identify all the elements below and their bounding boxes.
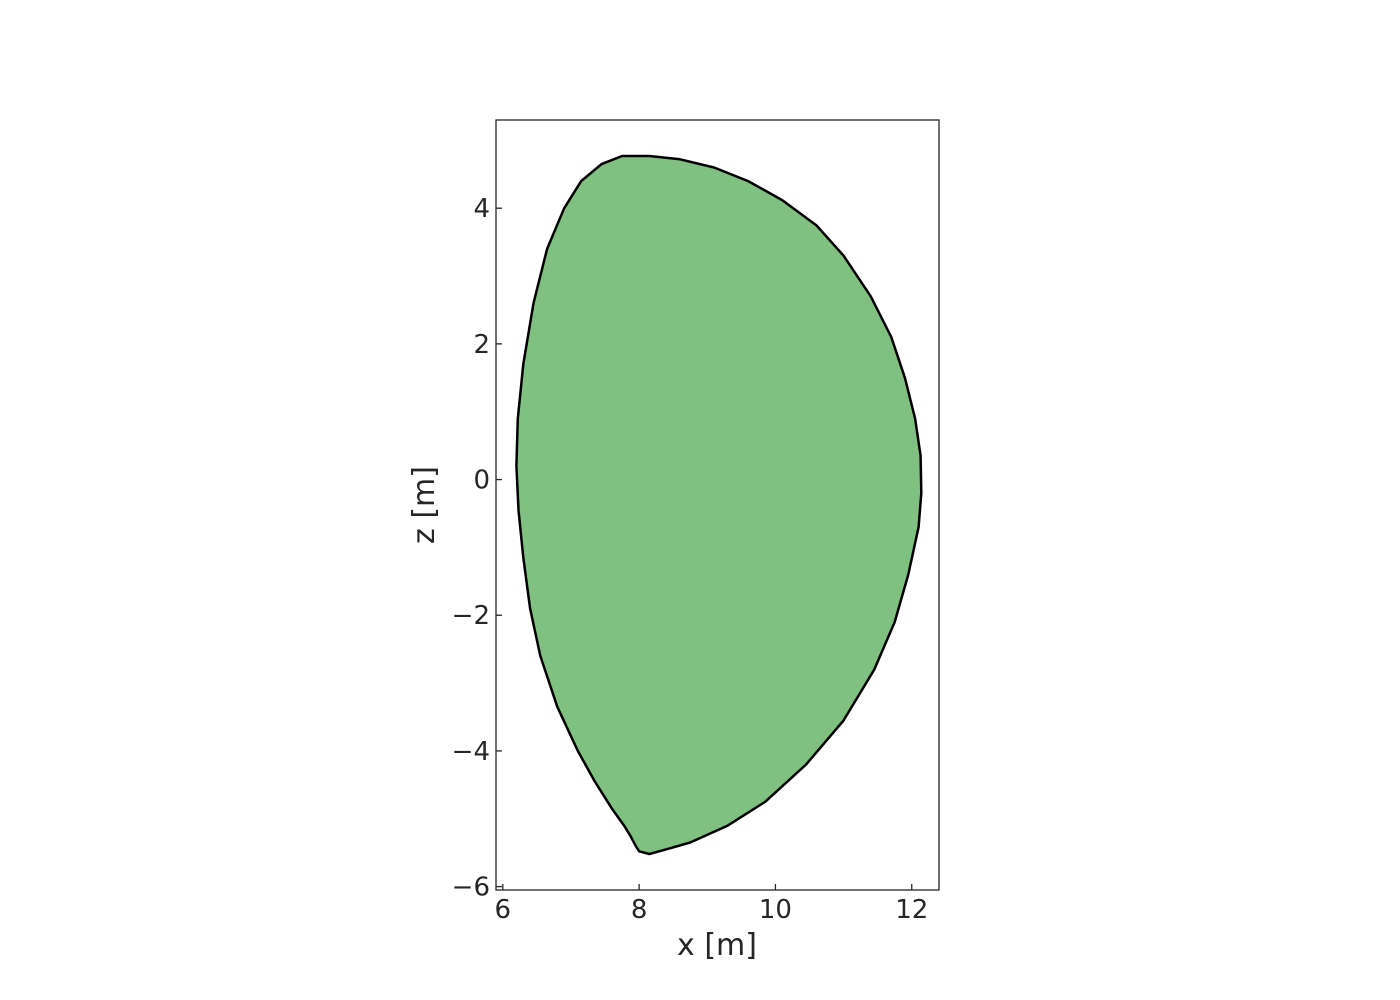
y-tick-label: −2	[452, 601, 490, 631]
series-shape-0	[515, 154, 923, 856]
y-axis-label: z [m]	[407, 466, 442, 544]
y-tick-label: −6	[452, 873, 490, 903]
axes-frame	[495, 119, 940, 891]
y-tick-label: −4	[452, 737, 490, 767]
y-axis: 4 2 0 −2 −4 −6	[452, 194, 502, 903]
y-tick-label: 4	[473, 194, 490, 224]
x-axis-label: x [m]	[677, 928, 757, 963]
plot-area	[515, 154, 923, 856]
x-axis: 6 8 10 12	[495, 884, 928, 925]
y-tick-label: 2	[473, 330, 490, 360]
x-tick-label: 10	[759, 895, 792, 925]
x-tick-label: 6	[495, 895, 512, 925]
y-tick-label: 0	[473, 466, 490, 496]
x-tick-label: 12	[895, 895, 928, 925]
x-tick-label: 8	[631, 895, 648, 925]
